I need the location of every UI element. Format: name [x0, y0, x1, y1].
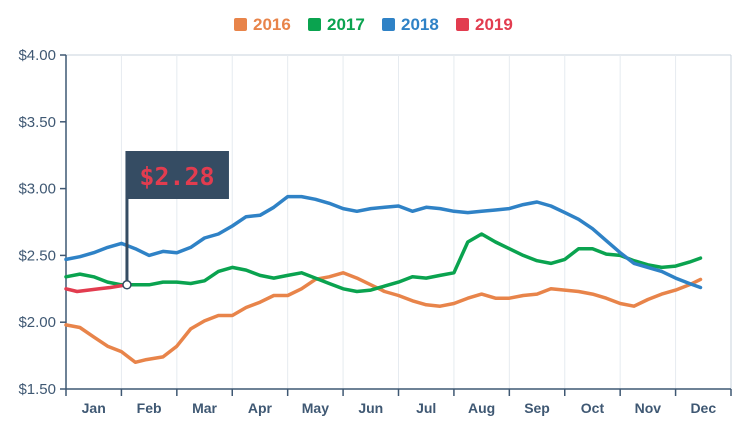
x-tick-label: Apr	[248, 400, 273, 416]
series-line-2019	[64, 283, 129, 294]
x-tick-label: Feb	[137, 400, 162, 416]
x-tick-label: Dec	[690, 400, 716, 416]
grid	[66, 54, 732, 389]
legend-label-2019: 2019	[475, 15, 513, 34]
y-tick-label: $4.00	[18, 47, 56, 64]
x-tick-label: Oct	[581, 400, 605, 416]
x-tick-label: May	[302, 400, 329, 416]
y-tick-label: $3.50	[18, 114, 56, 131]
flag-marker-point	[122, 280, 132, 290]
x-tick-label: Jun	[358, 400, 383, 416]
axes: $1.50 $2.00 $2.50 $3.00 $3.50 $4.00 Jan Feb Mar A…	[18, 47, 732, 416]
price-flag-annotation: $2.28	[122, 151, 229, 290]
legend-swatch-2018	[382, 18, 395, 31]
series-line-2017	[64, 232, 703, 294]
x-tick-label: Mar	[192, 400, 217, 416]
legend-label-2017: 2017	[327, 15, 365, 34]
y-tick-label: $3.00	[18, 181, 56, 198]
x-tick-label: Jul	[416, 400, 436, 416]
y-tick-label: $2.00	[18, 314, 56, 331]
legend-swatch-2019	[456, 18, 469, 31]
legend-swatch-2017	[308, 18, 321, 31]
y-tick-label: $2.50	[18, 247, 56, 264]
legend-label-2018: 2018	[401, 15, 439, 34]
x-tick-label: Aug	[468, 400, 495, 416]
flag-price-label: $2.28	[139, 162, 214, 191]
y-tick-label: $1.50	[18, 381, 56, 398]
x-tick-label: Nov	[635, 400, 662, 416]
series-line-2016	[64, 271, 703, 365]
legend: 2016 2017 2018 2019	[234, 15, 513, 34]
series-lines	[64, 194, 703, 365]
x-tick-label: Jan	[82, 400, 106, 416]
series-line-2018	[64, 194, 703, 290]
flag-banner	[125, 151, 229, 199]
x-tick-label: Sep	[524, 400, 550, 416]
legend-swatch-2016	[234, 18, 247, 31]
legend-label-2016: 2016	[253, 15, 291, 34]
